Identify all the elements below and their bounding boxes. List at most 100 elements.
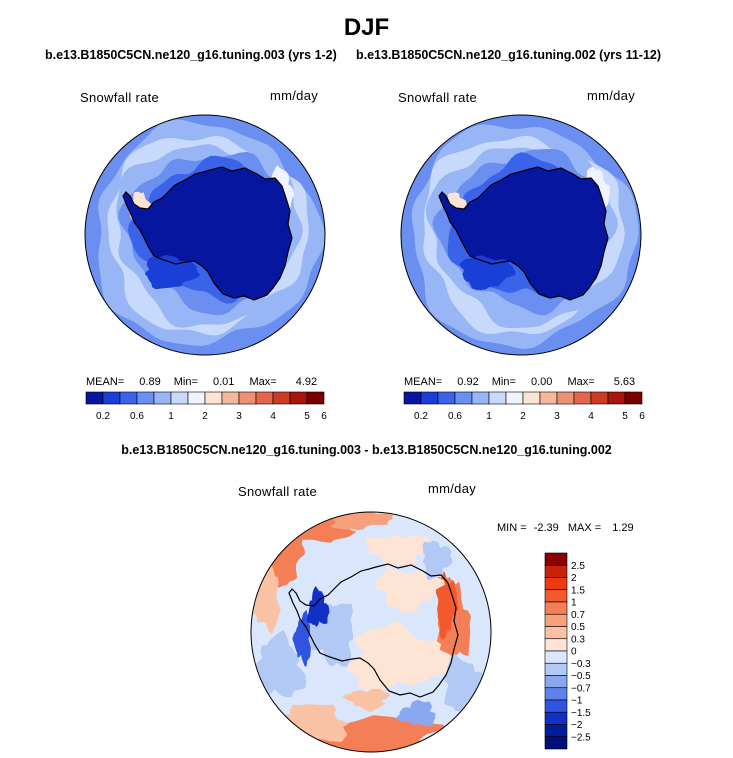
panel2-mean-label: MEAN= [404, 376, 443, 388]
antarctica-coastline [288, 563, 459, 698]
colorbar-tick-label: 0.5 [571, 622, 585, 633]
colorbar-tick-label: 2.5 [571, 561, 585, 572]
map-boundary [400, 114, 642, 356]
difference-patch [395, 699, 436, 727]
colorbar-box [544, 736, 568, 750]
colorbar-box [544, 687, 568, 701]
colorbar-tick-label: −1 [571, 696, 583, 707]
colorbar-box [573, 391, 592, 405]
colorbar-tick-label: −0.5 [571, 671, 591, 682]
colorbar-tick-label: 1 [168, 411, 174, 422]
continent-interior [123, 167, 292, 300]
colorbar-tick-label: 1 [571, 598, 577, 609]
colorbar-tick-label: 4 [270, 411, 276, 422]
continent-interior [439, 167, 608, 300]
panel1-polar-map [84, 114, 326, 356]
panel1-mean-label: MEAN= [86, 376, 125, 388]
colorbar-tick-label: 2 [520, 411, 526, 422]
panel1-max-value: 4.92 [295, 376, 318, 388]
panel3-max-value: 1.29 [612, 522, 634, 534]
colorbar-box [221, 391, 240, 405]
panel3-max-label: MAX = [567, 522, 602, 534]
colorbar-box [153, 391, 172, 405]
colorbar-box [544, 626, 568, 640]
colorbar-box [170, 391, 189, 405]
antarctica-coastline [438, 166, 609, 301]
panel2-variable-label: Snowfall rate [398, 90, 478, 105]
colorbar-tick-label: −2 [571, 720, 583, 731]
difference-field [251, 512, 491, 752]
colorbar-box [471, 391, 490, 405]
panel2-units-label: mm/day [587, 88, 636, 103]
colorbar-box [624, 391, 643, 405]
season-title: DJF [343, 14, 390, 41]
panel1-units-label: mm/day [270, 88, 319, 103]
colorbar-tick-label: −0.7 [571, 683, 591, 694]
colorbar-tick-label: −0.3 [571, 659, 591, 670]
colorbar-tick-label: 6 [639, 411, 645, 422]
difference-patch [345, 621, 459, 692]
colorbar-box [403, 391, 422, 405]
panel1-max-label: Max= [249, 376, 277, 388]
antarctica-coastline [122, 166, 293, 301]
difference-patch [435, 571, 458, 640]
colorbar-box [539, 391, 558, 405]
colorbar-box [420, 391, 439, 405]
colorbar-box [544, 638, 568, 652]
colorbar-box [289, 391, 308, 405]
colorbar-box [544, 601, 568, 615]
difference-patch [422, 540, 453, 580]
colorbar-tick-label: 0.6 [130, 411, 144, 422]
panel2-stats: MEAN= 0.92 Min= 0.00 Max= 5.63 [404, 376, 635, 388]
colorbar-tick-label: 1 [486, 411, 492, 422]
colorbar-box [522, 391, 541, 405]
colorbar-box [102, 391, 121, 405]
panel2-colorbar: 0.2 0.6 1 2 3 4 5 6 [403, 391, 645, 422]
panel2-mean-value: 0.92 [457, 376, 479, 388]
colorbar-tick-label: 3 [554, 411, 560, 422]
colorbar-box [544, 724, 568, 738]
difference-title: b.e13.B1850C5CN.ne120_g16.tuning.003 - b… [121, 443, 612, 457]
colorbar-tick-label: 0.2 [96, 411, 110, 422]
colorbar-box [544, 589, 568, 603]
colorbar-box [505, 391, 524, 405]
difference-patch [342, 688, 391, 712]
colorbar-tick-label: 0.2 [414, 411, 428, 422]
colorbar-box [544, 662, 568, 676]
panel1-mean-value: 0.89 [139, 376, 161, 388]
left-run-title: b.e13.B1850C5CN.ne120_g16.tuning.003 (yr… [45, 48, 337, 62]
colorbar-tick-label: 3 [236, 411, 242, 422]
panel1-colorbar: 0.2 0.6 1 2 3 4 5 6 [85, 391, 327, 422]
colorbar-tick-label: 6 [321, 411, 327, 422]
panel3-units-label: mm/day [428, 481, 477, 496]
colorbar-box [136, 391, 155, 405]
colorbar-box [544, 613, 568, 627]
snowfall-field [85, 115, 325, 355]
right-run-title: b.e13.B1850C5CN.ne120_g16.tuning.002 (yr… [356, 48, 662, 62]
colorbar-tick-label: 0.3 [571, 634, 585, 645]
colorbar-tick-label: −1.5 [571, 708, 591, 719]
colorbar-box [255, 391, 274, 405]
colorbar-tick-label: 2 [571, 573, 577, 584]
colorbar-box [454, 391, 473, 405]
colorbar-tick-label: 1.5 [571, 585, 585, 596]
difference-patch [292, 609, 311, 667]
panel1-min-value: 0.01 [212, 376, 235, 388]
colorbar-tick-label: −2.5 [571, 732, 591, 743]
snowfall-field [401, 115, 641, 355]
panel2-polar-map [400, 114, 642, 356]
panel1-variable-label: Snowfall rate [80, 90, 160, 105]
colorbar-tick-label: 2 [202, 411, 208, 422]
map-boundary [84, 114, 326, 356]
panel3-colorbar: 2.521.5 10.70.50.3 0−0.3−0.5−0.7 −1−1.5−2−2… [544, 552, 591, 750]
panel3-stats: MIN = -2.39 MAX = 1.29 [497, 522, 634, 534]
colorbar-box [544, 564, 568, 578]
colorbar-box [272, 391, 291, 405]
panel2-min-value: 0.00 [530, 376, 553, 388]
colorbar-tick-label: 5 [622, 411, 628, 422]
colorbar-box [556, 391, 575, 405]
panel2-min-label: Min= [491, 376, 516, 388]
difference-patch [251, 629, 307, 698]
colorbar-box [238, 391, 257, 405]
panel2-max-label: Max= [567, 376, 595, 388]
